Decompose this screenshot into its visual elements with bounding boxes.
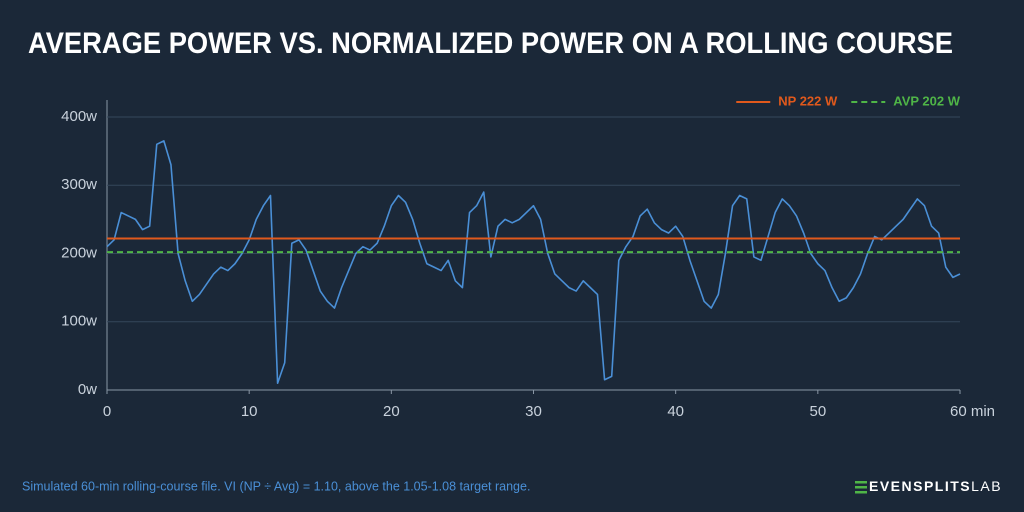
y-tick-label: 200w — [61, 244, 97, 261]
power-line — [106, 140, 961, 384]
footnote: Simulated 60-min rolling-course file. VI… — [22, 479, 530, 493]
brand: EVENSPLITSLAB — [855, 478, 1002, 494]
brand-part: EVENSPLITS — [869, 478, 971, 494]
y-tick-label: 400w — [61, 108, 97, 125]
chart-title: AVERAGE POWER VS. NORMALIZED POWER ON A … — [28, 27, 953, 60]
brand-icon — [855, 491, 867, 494]
brand-name: EVENSPLITSLAB — [869, 478, 1002, 494]
x-tick-label: 10 — [241, 403, 258, 420]
legend-label: AVP 202 W — [893, 93, 960, 108]
y-tick-label: 100w — [61, 313, 97, 330]
x-tick-label: 60 min — [950, 403, 995, 420]
y-tick-label: 0w — [78, 381, 97, 398]
legend-label: NP 222 W — [778, 93, 838, 108]
x-tick-label: 0 — [103, 403, 111, 420]
brand-icon — [855, 481, 867, 484]
x-tick-label: 30 — [525, 403, 542, 420]
brand-part: LAB — [971, 478, 1002, 494]
x-tick-label: 50 — [809, 403, 826, 420]
brand-icon — [855, 486, 867, 489]
x-tick-label: 20 — [383, 403, 400, 420]
y-tick-label: 300w — [61, 176, 97, 193]
x-tick-label: 40 — [667, 403, 684, 420]
